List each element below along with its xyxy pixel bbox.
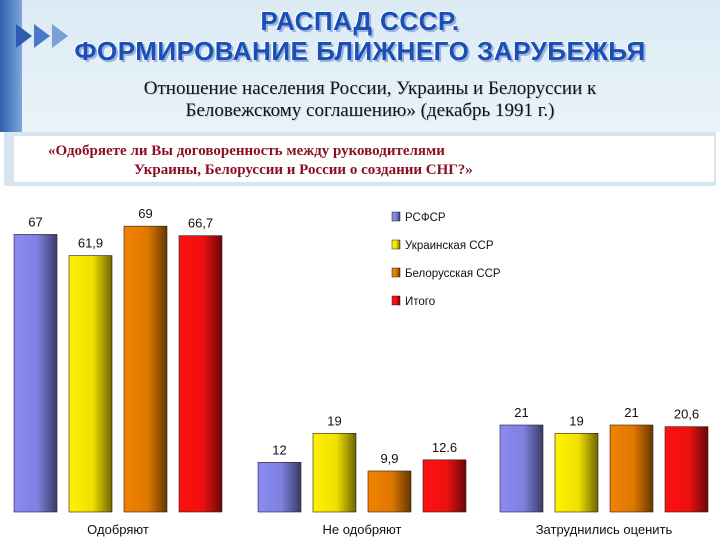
category-label: Затруднились оценить <box>536 522 673 537</box>
bar-1-1 <box>13 234 58 513</box>
category-label: Одобряют <box>87 522 149 537</box>
legend-label: Итого <box>405 296 435 308</box>
bar-3-3 <box>609 424 654 513</box>
bar-4-1 <box>178 235 223 513</box>
bar-4-2 <box>422 459 467 513</box>
legend-label: РСФСР <box>405 212 446 224</box>
value-label: 61,9 <box>78 236 103 251</box>
bar-3-1 <box>123 225 168 513</box>
legend-label: Белорусская ССР <box>405 268 501 280</box>
value-label: 12.6 <box>432 440 457 455</box>
legend: РСФСР Украинская ССР Белорусская ССР Итого <box>391 211 501 308</box>
question-panel <box>14 136 714 182</box>
question-line2: Украины, Белоруссии и России о создании … <box>134 162 473 178</box>
value-label: 21 <box>624 405 638 420</box>
slide-title-line2: ФОРМИРОВАНИЕ БЛИЖНЕГО ЗАРУБЕЖЬЯ <box>74 36 646 66</box>
bar-2-2 <box>312 432 357 513</box>
bar-chart: 67 12 21 61,9 19 19 69 9,9 21 66,7 12.6 20,6 Одобряю… <box>13 206 709 537</box>
bars-layer: 67 12 21 61,9 19 19 69 9,9 21 66,7 12.6 20,6 Одобряю… <box>13 206 709 537</box>
category-label: Не одобряют <box>323 522 402 537</box>
value-label: 66,7 <box>188 216 213 231</box>
subtitle-line2: Беловежскому соглашению» (декабрь 1991 г… <box>185 100 555 121</box>
value-label: 67 <box>28 214 42 229</box>
value-label: 9,9 <box>380 451 398 466</box>
bar-1-3 <box>499 424 544 513</box>
header-band <box>0 0 720 132</box>
legend-label: Украинская ССР <box>405 240 494 252</box>
value-label: 21 <box>514 405 528 420</box>
bar-3-2 <box>367 470 412 513</box>
legend-swatch <box>391 295 401 306</box>
value-label: 12 <box>272 442 286 457</box>
triple-arrow-icon <box>16 24 68 48</box>
bar-2-3 <box>554 432 599 513</box>
value-label: 19 <box>569 413 583 428</box>
bar-2-1 <box>68 255 113 513</box>
value-label: 69 <box>138 206 152 221</box>
bar-4-3 <box>664 426 709 513</box>
value-label: 19 <box>327 413 341 428</box>
legend-swatch <box>391 239 401 250</box>
question-line1: «Одобряете ли Вы договоренность между ру… <box>48 143 445 159</box>
legend-swatch <box>391 211 401 222</box>
slide-subtitle: Отношение населения России, Украины и Бе… <box>40 78 700 122</box>
value-label: 20,6 <box>674 407 699 422</box>
bar-1-2 <box>257 461 302 513</box>
legend-swatch <box>391 267 401 278</box>
slide-title-line1: РАСПАД СССР. <box>260 6 460 36</box>
subtitle-line1: Отношение населения России, Украины и Бе… <box>143 78 597 99</box>
